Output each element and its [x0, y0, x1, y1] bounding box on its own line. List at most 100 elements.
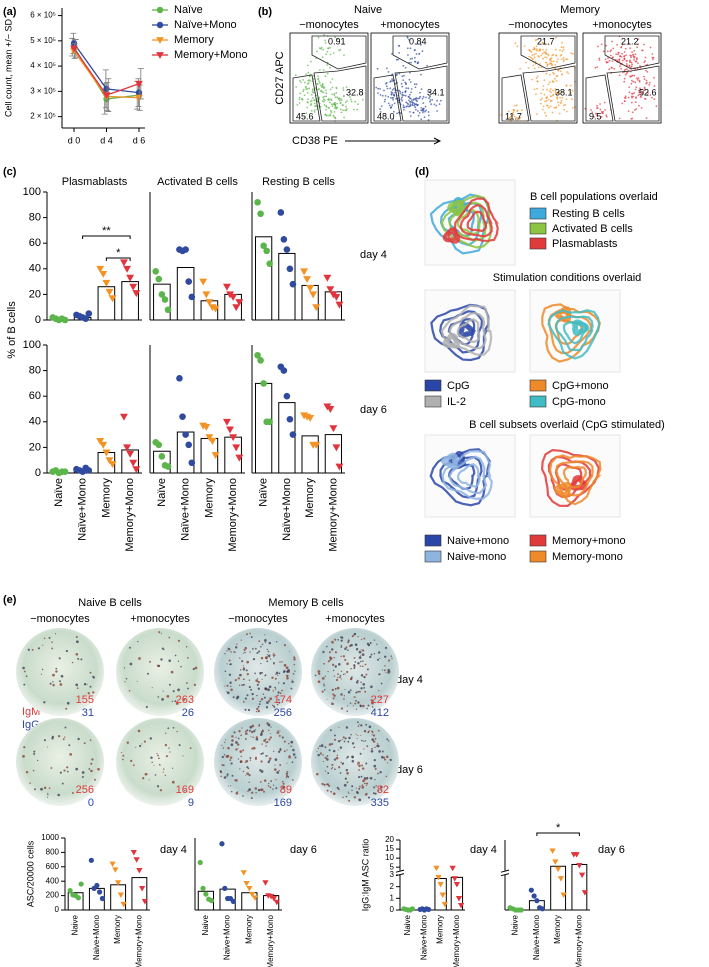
spot	[288, 742, 290, 745]
flow-dot	[557, 101, 559, 104]
data-point	[235, 299, 244, 307]
spot	[319, 752, 322, 755]
spot	[86, 683, 88, 685]
x-tick-label: Naïve	[156, 478, 168, 507]
spot	[378, 689, 380, 692]
spot	[162, 768, 165, 770]
flow-dot	[400, 83, 403, 85]
data-point	[243, 881, 250, 887]
data-point	[518, 907, 524, 913]
spot	[328, 743, 332, 746]
spot	[317, 670, 321, 673]
spot	[221, 744, 223, 747]
spot	[256, 683, 259, 686]
data-point	[300, 268, 309, 276]
spot	[244, 730, 247, 733]
spot	[240, 674, 242, 676]
spot	[75, 683, 79, 687]
flow-dot	[571, 98, 573, 101]
spot	[250, 797, 253, 800]
flow-dot	[401, 96, 403, 99]
flow-dot	[625, 59, 628, 62]
gate-value: 0.84	[409, 36, 427, 46]
spot	[242, 749, 245, 752]
flow-dot	[435, 104, 438, 107]
flow-dot	[631, 63, 633, 66]
flow-dot	[516, 110, 518, 112]
data-point	[126, 274, 135, 282]
spot	[236, 743, 240, 746]
data-point	[102, 449, 111, 457]
data-point	[235, 454, 244, 462]
flow-dot	[646, 71, 649, 73]
spot	[268, 656, 270, 658]
contour	[451, 203, 461, 213]
spot	[347, 649, 349, 652]
flow-dot	[527, 67, 530, 69]
data-point	[208, 438, 217, 445]
flow-dot	[339, 108, 342, 111]
day-label: day 6	[396, 764, 423, 776]
flow-dot	[303, 94, 306, 97]
flow-dot	[357, 103, 359, 106]
flow-dot	[559, 49, 561, 51]
spot	[372, 792, 375, 795]
spot	[254, 647, 257, 650]
flow-dot	[325, 95, 328, 98]
spot	[260, 646, 262, 648]
spot	[260, 656, 264, 660]
spot	[246, 673, 249, 676]
flow-dot	[350, 98, 352, 101]
data-point	[152, 268, 159, 275]
spot	[373, 639, 376, 641]
legend-label: CpG	[447, 380, 470, 392]
spot	[390, 655, 393, 657]
y-tick-label: 100	[23, 186, 41, 198]
flow-dot	[295, 86, 297, 88]
flow-dot	[396, 112, 398, 115]
spot	[358, 690, 361, 693]
flow-dot	[542, 85, 545, 87]
flow-dot	[633, 59, 635, 61]
x-tick-label: Memory+Mono	[266, 914, 275, 967]
spot	[353, 667, 356, 669]
data-point	[573, 852, 580, 858]
spot	[358, 769, 360, 771]
spot	[233, 731, 236, 734]
flow-dot	[630, 101, 633, 104]
spot	[50, 767, 53, 769]
spot	[360, 649, 362, 651]
spot	[369, 776, 373, 780]
condition-label: −monocytes	[30, 613, 90, 625]
flow-dot	[536, 48, 538, 51]
spot	[233, 651, 235, 653]
flow-dot	[395, 58, 398, 61]
spot	[344, 688, 346, 691]
data-point	[123, 265, 131, 273]
x-tick-label: Naive	[511, 914, 520, 935]
spot	[126, 741, 130, 744]
flow-dot	[436, 99, 438, 102]
spot	[342, 655, 346, 658]
spot	[380, 786, 383, 789]
spot	[348, 736, 351, 740]
spot	[360, 655, 362, 657]
y-tick-label: 600	[46, 862, 60, 871]
spot	[379, 771, 382, 774]
spot	[41, 668, 44, 671]
data-point	[251, 895, 259, 901]
spot	[157, 696, 160, 698]
flow-dot	[329, 53, 332, 56]
flow-dot	[405, 87, 408, 89]
spot	[323, 662, 325, 665]
spot	[43, 637, 46, 639]
spot	[340, 646, 343, 648]
data-point	[88, 857, 94, 863]
spot	[326, 755, 329, 757]
flow-dot	[314, 87, 317, 89]
flow-dot	[331, 93, 334, 96]
spot	[235, 791, 239, 795]
flow-dot	[408, 38, 410, 41]
spot	[172, 690, 175, 693]
x-tick-label: Naïve+Mono	[281, 478, 293, 541]
